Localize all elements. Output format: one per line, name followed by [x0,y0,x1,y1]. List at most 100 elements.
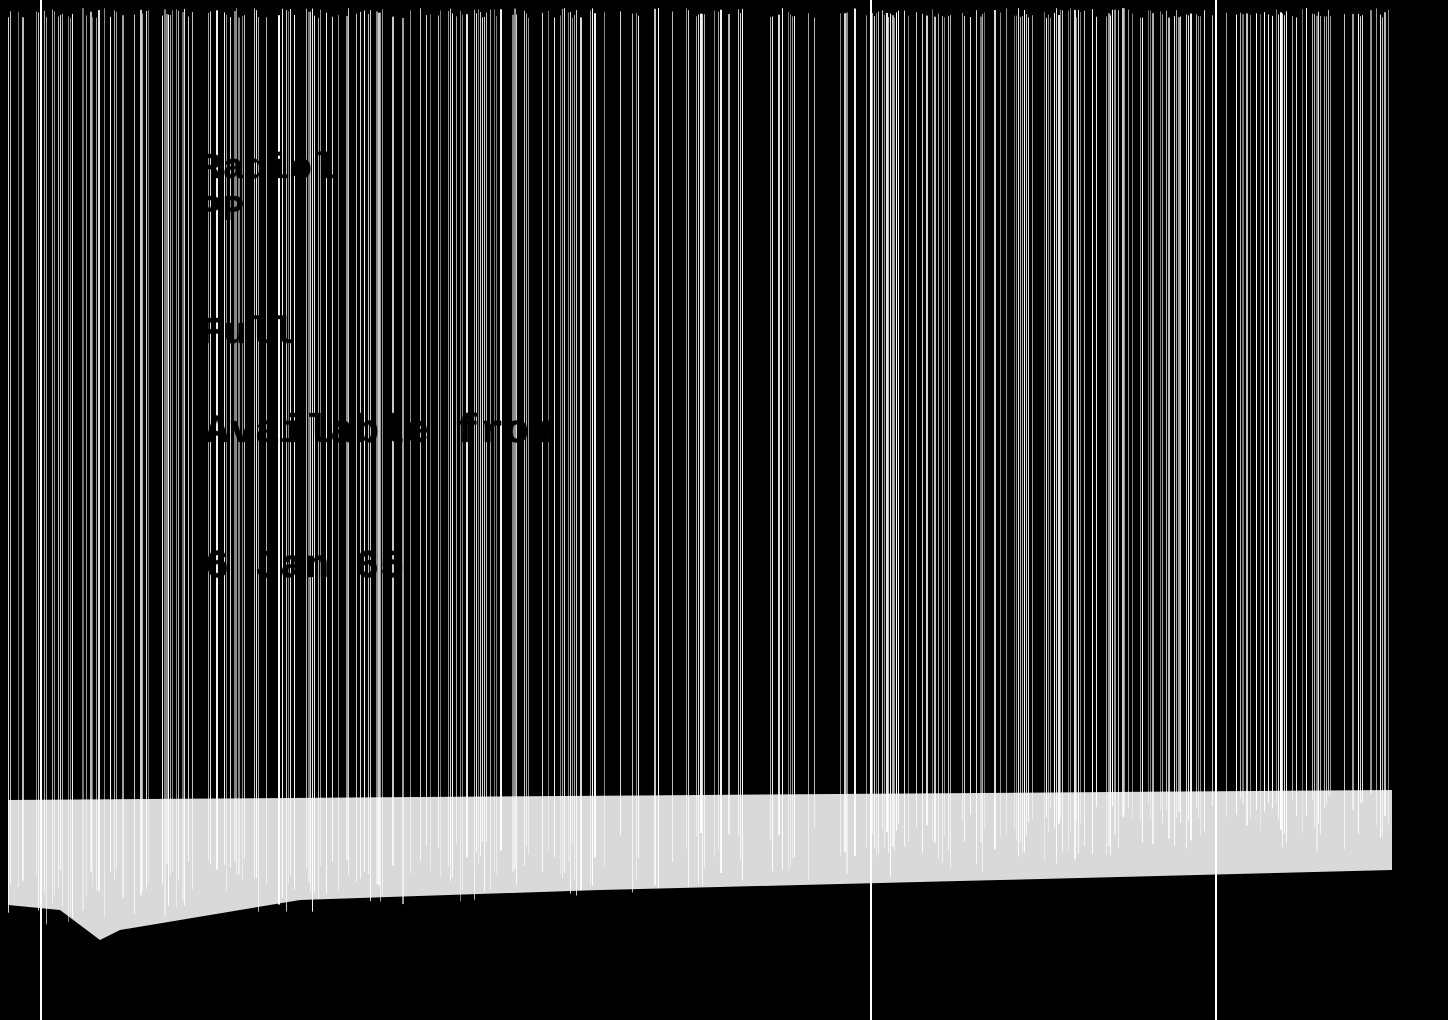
scan-stripe [1162,14,1163,824]
scan-stripe [1128,9,1129,809]
scan-stripe [876,12,877,858]
scan-stripe [294,15,295,890]
scan-stripe [1286,11,1287,843]
scan-stripe [1026,14,1027,836]
scan-stripe [590,10,591,886]
scan-stripe [898,10,899,824]
scan-stripe [962,12,963,822]
scan-stripe [638,15,639,859]
scan-stripe [1148,10,1149,806]
scan-stripe [192,12,193,890]
scan-stripe [1324,16,1325,809]
scan-stripe [548,10,549,853]
scan-stripe [466,14,468,858]
scan-stripe [1032,15,1033,820]
scan-stripe [170,14,171,874]
scan-stripe [1330,16,1331,797]
scan-stripe [874,16,875,849]
scan-stripe [770,16,771,841]
scan-stripe [500,9,502,851]
scan-stripe [1296,17,1297,817]
scan-stripe [448,11,449,867]
scan-stripe [1278,14,1279,820]
scan-stripe [166,14,168,864]
scan-stripe [1048,14,1049,832]
scan-stripe [580,17,582,891]
scan-stripe [604,11,605,868]
scan-stripe [290,8,291,876]
scan-stripe [1132,13,1133,820]
scan-stripe [1018,8,1019,857]
scan-stripe [1212,15,1213,807]
scan-stripe [1046,17,1047,818]
scan-stripe [176,9,177,908]
scan-stripe [814,17,815,828]
scan-stripe [318,17,319,900]
scan-stripe [854,8,856,856]
scan-stripe [312,8,313,912]
scan-stripe [1236,14,1237,815]
scan-stripe [278,15,280,905]
scan-stripe [410,10,411,874]
scan-stripe [1316,15,1318,852]
scan-stripe [1044,12,1045,861]
scan-stripe [54,11,55,896]
scan-stripe [1124,8,1125,815]
scan-stripe [742,8,743,881]
scan-stripe [256,10,257,878]
scan-stripe [1320,15,1321,835]
scan-stripe [948,15,949,851]
scan-stripe [486,12,487,843]
scan-stripe [528,17,529,855]
scan-stripe [420,8,421,862]
scan-stripe [526,13,527,847]
scan-stripe [1142,17,1143,843]
scan-stripe [114,10,115,880]
scan-stripe [778,14,780,836]
scan-stripe [696,16,697,837]
scan-stripe [1112,9,1113,807]
scan-stripe [44,10,45,895]
scan-stripe [704,14,705,868]
scan-stripe [1110,15,1111,856]
scan-stripe [460,10,461,902]
scan-stripe [208,12,209,861]
scan-stripe [90,11,92,872]
scan-stripe [1312,13,1313,800]
scan-stripe [306,8,307,869]
scan-stripe [1326,16,1327,805]
scan-stripe [1318,11,1319,824]
scan-stripe [672,11,673,862]
scan-stripe [886,12,888,833]
scan-stripe [110,16,111,873]
scan-stripe [140,9,142,896]
scan-stripe [1264,12,1265,812]
scan-stripe [882,10,883,830]
scan-stripe [22,17,24,881]
scan-stripe [236,8,237,875]
scan-stripe [1070,8,1071,833]
scan-stripe [568,12,569,863]
scan-stripe [740,13,741,860]
scan-stripe [402,17,404,905]
scan-stripe [440,10,441,878]
scan-stripe [266,17,267,885]
scan-stripe [368,14,369,874]
scan-stripe [58,16,59,889]
scan-stripe [452,13,453,878]
scan-stripe [1190,13,1192,841]
scan-stripe [570,12,571,894]
scan-stripe [46,17,47,925]
scan-stripe [348,8,349,875]
scan-line [1215,0,1217,1020]
scan-stripe [938,13,939,859]
scan-stripe [1024,9,1025,853]
document-line: Available from [205,410,556,455]
scan-stripe [168,14,169,906]
scan-stripe [894,17,895,851]
scan-stripe [884,14,885,848]
scan-stripe [326,12,327,893]
scan-stripe [68,16,69,922]
scan-stripe [38,12,39,911]
scan-stripe [244,15,245,859]
